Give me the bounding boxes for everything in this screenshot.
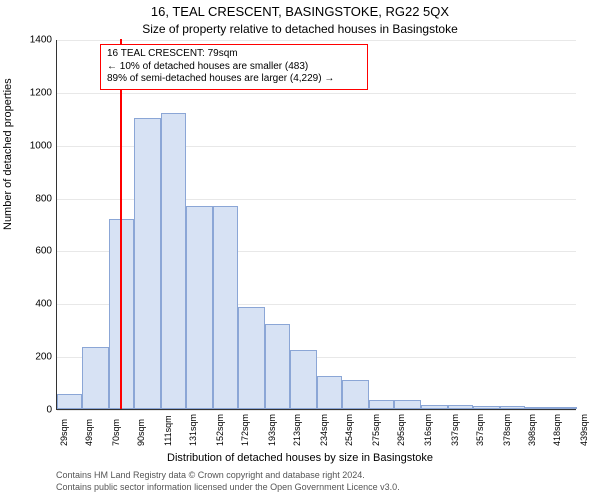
annotation-line-2: ← 10% of detached houses are smaller (48… xyxy=(107,61,361,74)
histogram-bar xyxy=(369,400,394,410)
histogram-bar xyxy=(57,394,82,409)
histogram-bar xyxy=(550,407,577,409)
x-tick-label: 29sqm xyxy=(59,419,69,446)
histogram-bar xyxy=(500,406,525,409)
x-tick-label: 70sqm xyxy=(111,419,121,446)
histogram-bar xyxy=(421,405,448,409)
x-tick-label: 90sqm xyxy=(136,419,146,446)
histogram-bar xyxy=(134,118,161,409)
annotation-line-1: 16 TEAL CRESCENT: 79sqm xyxy=(107,48,361,61)
x-tick-label: 275sqm xyxy=(371,414,381,446)
y-axis-label: Number of detached properties xyxy=(2,78,14,230)
x-tick-label: 357sqm xyxy=(475,414,485,446)
x-tick-label: 172sqm xyxy=(240,414,250,446)
y-tick-label: 200 xyxy=(28,352,52,363)
x-tick-label: 439sqm xyxy=(579,414,589,446)
y-tick-label: 800 xyxy=(28,193,52,204)
histogram-bar xyxy=(342,380,369,409)
histogram-bar xyxy=(82,347,109,409)
histogram-bar xyxy=(290,350,317,409)
y-tick-label: 1200 xyxy=(28,87,52,98)
gridline xyxy=(57,93,576,94)
chart-page: 16, TEAL CRESCENT, BASINGSTOKE, RG22 5QX… xyxy=(0,0,600,500)
histogram-bar xyxy=(265,324,290,409)
y-tick-label: 1400 xyxy=(28,35,52,46)
x-tick-label: 316sqm xyxy=(423,414,433,446)
x-tick-label: 418sqm xyxy=(552,414,562,446)
footnote-2: Contains public sector information licen… xyxy=(56,482,400,492)
y-tick-label: 0 xyxy=(28,405,52,416)
page-title: 16, TEAL CRESCENT, BASINGSTOKE, RG22 5QX xyxy=(0,4,600,19)
histogram-bar xyxy=(213,206,238,410)
x-tick-label: 254sqm xyxy=(344,414,354,446)
marker-line xyxy=(120,39,122,409)
histogram-plot xyxy=(56,40,576,410)
histogram-bar xyxy=(186,206,213,410)
x-tick-label: 111sqm xyxy=(163,415,173,446)
footnote-1: Contains HM Land Registry data © Crown c… xyxy=(56,470,365,480)
y-tick-label: 1000 xyxy=(28,140,52,151)
x-axis-label: Distribution of detached houses by size … xyxy=(0,452,600,464)
x-tick-label: 131sqm xyxy=(188,414,198,446)
gridline xyxy=(57,40,576,41)
histogram-bar xyxy=(473,406,500,409)
histogram-bar xyxy=(161,113,186,409)
x-tick-label: 378sqm xyxy=(502,414,512,446)
annotation-box: 16 TEAL CRESCENT: 79sqm ← 10% of detache… xyxy=(100,44,368,90)
x-tick-label: 234sqm xyxy=(319,414,329,446)
gridline xyxy=(57,410,576,411)
x-tick-label: 213sqm xyxy=(292,414,302,446)
histogram-bar xyxy=(394,400,421,410)
x-tick-label: 152sqm xyxy=(215,414,225,446)
x-tick-label: 337sqm xyxy=(450,414,460,446)
histogram-bar xyxy=(317,376,342,409)
y-tick-label: 600 xyxy=(28,246,52,257)
x-tick-label: 398sqm xyxy=(527,414,537,446)
y-tick-label: 400 xyxy=(28,299,52,310)
x-tick-label: 295sqm xyxy=(396,414,406,446)
x-tick-label: 49sqm xyxy=(84,419,94,446)
histogram-bar xyxy=(238,307,265,409)
page-subtitle: Size of property relative to detached ho… xyxy=(0,22,600,36)
annotation-line-3: 89% of semi-detached houses are larger (… xyxy=(107,73,361,86)
histogram-bar xyxy=(448,405,473,409)
x-tick-label: 193sqm xyxy=(267,414,277,446)
histogram-bar xyxy=(525,407,550,409)
